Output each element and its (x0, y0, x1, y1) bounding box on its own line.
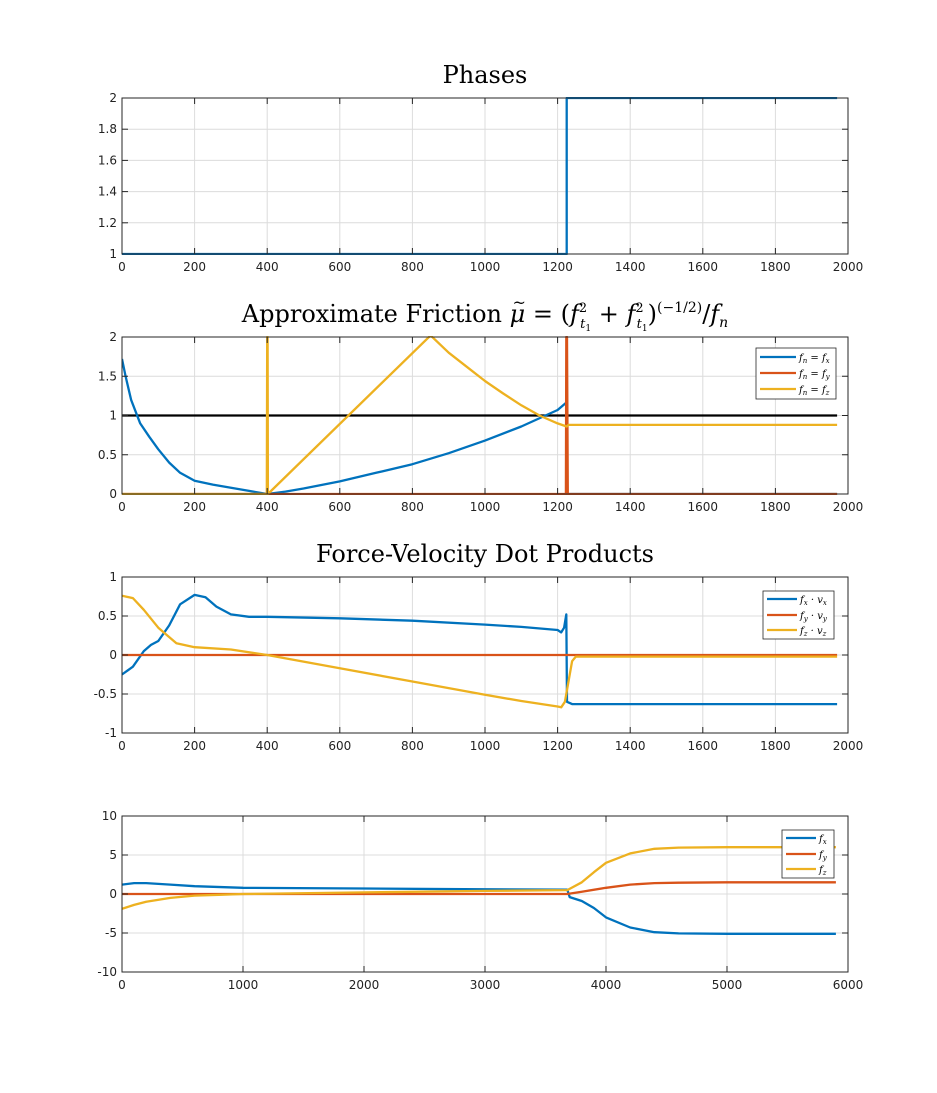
panel-friction: Approximate Friction μ = (f2 t1 + f2 t1)(−… (98, 293, 863, 514)
x-tick-label: 600 (328, 739, 351, 753)
legend-dot-products: fx · vx fy · vy fz · vz (762, 590, 835, 640)
y-tick-label: -5 (105, 926, 117, 940)
y-tick-label: -0.5 (94, 687, 117, 701)
x-tick-label: 200 (183, 739, 206, 753)
legend-entry: fy (818, 850, 828, 862)
x-tick-label: 1400 (615, 739, 646, 753)
y-tick-label: 1.4 (98, 185, 117, 199)
x-tick-label: 1400 (615, 260, 646, 274)
x-tick-label: 1000 (470, 260, 501, 274)
x-tick-label: 600 (328, 260, 351, 274)
y-tick-label: 1.2 (98, 216, 117, 230)
y-tick-label: 2 (109, 91, 117, 105)
axes-forces: 0 1000 2000 3000 4000 5000 6000 -10 -5 0 5 10 (97, 809, 863, 992)
x-tick-label: 800 (401, 260, 424, 274)
x-tick-label: 1800 (760, 739, 791, 753)
chart-title: Phases (443, 61, 528, 89)
legend-entry: fn = fz (798, 385, 830, 397)
x-tick-label: 400 (256, 739, 279, 753)
legend-forces: fx fy fz (781, 829, 835, 879)
x-tick-label: 200 (183, 260, 206, 274)
x-tick-label: 1200 (542, 260, 573, 274)
y-tick-label: 0 (109, 487, 117, 501)
x-tick-label: 1600 (688, 260, 719, 274)
y-tick-label: 1.6 (98, 153, 117, 167)
y-tick-label: 1 (109, 409, 117, 423)
mu-tilde: ~ (512, 293, 525, 312)
legend-entry: fn = fx (798, 353, 830, 365)
x-tick-label: 1600 (688, 500, 719, 514)
y-tick-label: 0.5 (98, 448, 117, 462)
y-tick-label: 0 (109, 887, 117, 901)
series-line-0 (122, 97, 838, 255)
y-tick-label: 1.5 (98, 369, 117, 383)
series-group (122, 336, 838, 495)
series-line-1 (122, 881, 836, 896)
chart-title: Force-Velocity Dot Products (316, 540, 654, 568)
panel-phases: Phases 0 200 400 600 800 1000 1200 1400 1600 1800… (98, 61, 863, 274)
panel-dot-products: Force-Velocity Dot Products 0 200 400 600 80… (94, 540, 864, 753)
x-tick-label: 1200 (542, 500, 573, 514)
x-tick-label: 0 (118, 260, 126, 274)
x-tick-label: 2000 (833, 739, 864, 753)
x-tick-label: 0 (118, 978, 126, 992)
series-group (122, 846, 836, 935)
y-tick-label: 2 (109, 330, 117, 344)
y-tick-label: 1 (109, 247, 117, 261)
x-tick-label: 200 (183, 500, 206, 514)
legend-entry: fz · vz (799, 626, 827, 638)
x-tick-label: 1000 (470, 500, 501, 514)
panel-forces: 0 1000 2000 3000 4000 5000 6000 -10 -5 0 5 10 (97, 809, 863, 992)
y-tick-label: 0.5 (98, 609, 117, 623)
legend-entry: fz (818, 865, 827, 877)
x-tick-label: 5000 (712, 978, 743, 992)
x-tick-label: 800 (401, 500, 424, 514)
y-tick-label: 5 (109, 848, 117, 862)
x-tick-label: 800 (401, 739, 424, 753)
x-tick-label: 2000 (833, 260, 864, 274)
axes-dot-products: 0 200 400 600 800 1000 1200 1400 1600 1800 2000 -1 -… (94, 570, 864, 753)
legend-entry: fx (818, 834, 827, 846)
series-line-0 (122, 593, 838, 706)
x-tick-label: 1000 (228, 978, 259, 992)
y-tick-label: 1.8 (98, 122, 117, 136)
y-tick-label: 1 (109, 570, 117, 584)
x-tick-label: 1400 (615, 500, 646, 514)
y-tick-label: -1 (105, 726, 117, 740)
axes-phases: 0 200 400 600 800 1000 1200 1400 1600 1800 2000 1 1.… (98, 91, 863, 274)
x-tick-label: 400 (256, 500, 279, 514)
x-tick-label: 400 (256, 260, 279, 274)
series-group (122, 97, 838, 255)
y-tick-label: 0 (109, 648, 117, 662)
y-tick-label: 10 (102, 809, 117, 823)
x-tick-label: 4000 (591, 978, 622, 992)
x-tick-label: 6000 (833, 978, 864, 992)
series-line-2 (122, 594, 838, 709)
series-group (122, 593, 838, 709)
legend-entry: fy · vy (799, 611, 828, 623)
x-tick-label: 1800 (760, 260, 791, 274)
series-line-2 (122, 846, 836, 910)
x-tick-label: 1600 (688, 739, 719, 753)
axes-friction: 0 200 400 600 800 1000 1200 1400 1600 1800 2000 0 0.… (98, 330, 863, 514)
x-tick-label: 1800 (760, 500, 791, 514)
series-line-1 (122, 358, 838, 495)
x-tick-label: 600 (328, 500, 351, 514)
legend-friction: fn = fx fn = fy fn = fz (755, 347, 837, 400)
x-tick-label: 3000 (470, 978, 501, 992)
y-tick-label: -10 (97, 965, 117, 979)
x-tick-label: 1200 (542, 739, 573, 753)
legend-entry: fn = fy (798, 369, 831, 381)
legend-entry: fx · vx (799, 595, 827, 607)
x-tick-label: 0 (118, 500, 126, 514)
x-tick-label: 0 (118, 739, 126, 753)
x-tick-label: 1000 (470, 739, 501, 753)
x-tick-label: 2000 (349, 978, 380, 992)
x-tick-label: 2000 (833, 500, 864, 514)
chart-title: Approximate Friction μ = (f2 t1 + f2 t1)(−… (241, 300, 728, 334)
